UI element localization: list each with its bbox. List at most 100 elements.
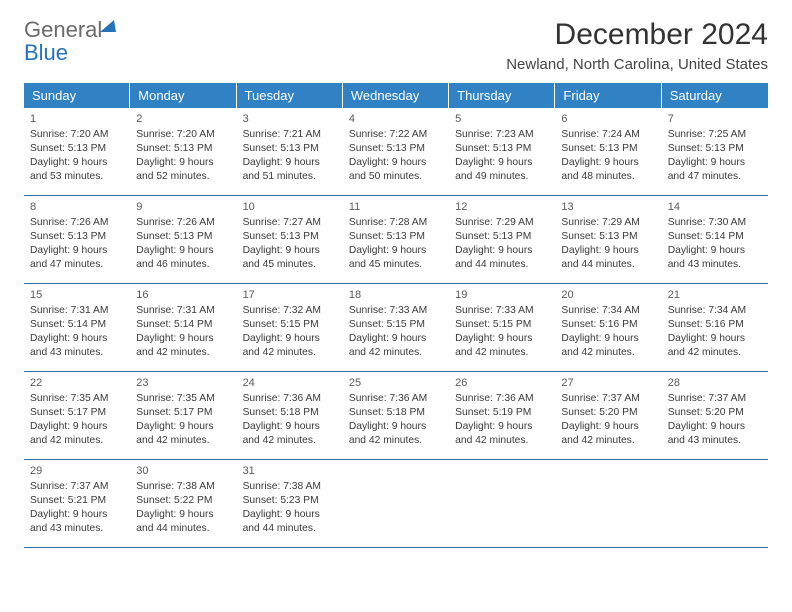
daylight-text-1: Daylight: 9 hours bbox=[349, 244, 443, 258]
day-number: 30 bbox=[136, 464, 230, 479]
daylight-text-1: Daylight: 9 hours bbox=[243, 244, 337, 258]
sunset-text: Sunset: 5:21 PM bbox=[30, 494, 124, 508]
daylight-text-2: and 49 minutes. bbox=[455, 170, 549, 184]
daylight-text-2: and 44 minutes. bbox=[136, 522, 230, 536]
sunset-text: Sunset: 5:15 PM bbox=[243, 318, 337, 332]
daylight-text-1: Daylight: 9 hours bbox=[455, 332, 549, 346]
sunset-text: Sunset: 5:13 PM bbox=[136, 142, 230, 156]
sunset-text: Sunset: 5:20 PM bbox=[668, 406, 762, 420]
day-number: 16 bbox=[136, 288, 230, 303]
daylight-text-1: Daylight: 9 hours bbox=[349, 156, 443, 170]
daylight-text-1: Daylight: 9 hours bbox=[136, 508, 230, 522]
day-number: 7 bbox=[668, 112, 762, 127]
daylight-text-2: and 51 minutes. bbox=[243, 170, 337, 184]
daylight-text-1: Daylight: 9 hours bbox=[243, 156, 337, 170]
weekday-header-row: Sunday Monday Tuesday Wednesday Thursday… bbox=[24, 83, 768, 108]
daylight-text-2: and 42 minutes. bbox=[561, 434, 655, 448]
day-number: 22 bbox=[30, 376, 124, 391]
weekday-header: Sunday bbox=[24, 83, 130, 108]
calendar-cell: 23Sunrise: 7:35 AMSunset: 5:17 PMDayligh… bbox=[130, 372, 236, 460]
logo-word-1: General bbox=[24, 17, 102, 42]
daylight-text-2: and 42 minutes. bbox=[136, 434, 230, 448]
sunrise-text: Sunrise: 7:23 AM bbox=[455, 128, 549, 142]
day-number: 2 bbox=[136, 112, 230, 127]
calendar: Sunday Monday Tuesday Wednesday Thursday… bbox=[24, 83, 768, 548]
calendar-cell: 6Sunrise: 7:24 AMSunset: 5:13 PMDaylight… bbox=[555, 108, 661, 196]
daylight-text-2: and 44 minutes. bbox=[561, 258, 655, 272]
sunset-text: Sunset: 5:18 PM bbox=[349, 406, 443, 420]
sunset-text: Sunset: 5:13 PM bbox=[136, 230, 230, 244]
daylight-text-2: and 43 minutes. bbox=[30, 522, 124, 536]
daylight-text-2: and 44 minutes. bbox=[455, 258, 549, 272]
logo: General Blue bbox=[24, 18, 102, 64]
page-title: December 2024 bbox=[506, 18, 768, 52]
calendar-cell: 15Sunrise: 7:31 AMSunset: 5:14 PMDayligh… bbox=[24, 284, 130, 372]
daylight-text-2: and 42 minutes. bbox=[30, 434, 124, 448]
weekday-header: Saturday bbox=[662, 83, 768, 108]
day-number: 8 bbox=[30, 200, 124, 215]
daylight-text-1: Daylight: 9 hours bbox=[668, 156, 762, 170]
day-number: 3 bbox=[243, 112, 337, 127]
sunset-text: Sunset: 5:13 PM bbox=[243, 230, 337, 244]
day-number: 6 bbox=[561, 112, 655, 127]
daylight-text-1: Daylight: 9 hours bbox=[136, 156, 230, 170]
sunrise-text: Sunrise: 7:20 AM bbox=[136, 128, 230, 142]
sunset-text: Sunset: 5:13 PM bbox=[30, 142, 124, 156]
calendar-cell: 11Sunrise: 7:28 AMSunset: 5:13 PMDayligh… bbox=[343, 196, 449, 284]
daylight-text-2: and 42 minutes. bbox=[455, 346, 549, 360]
calendar-cell: 10Sunrise: 7:27 AMSunset: 5:13 PMDayligh… bbox=[237, 196, 343, 284]
sunset-text: Sunset: 5:15 PM bbox=[455, 318, 549, 332]
calendar-cell: 17Sunrise: 7:32 AMSunset: 5:15 PMDayligh… bbox=[237, 284, 343, 372]
sunrise-text: Sunrise: 7:38 AM bbox=[243, 480, 337, 494]
sunrise-text: Sunrise: 7:24 AM bbox=[561, 128, 655, 142]
daylight-text-2: and 53 minutes. bbox=[30, 170, 124, 184]
calendar-body: 1Sunrise: 7:20 AMSunset: 5:13 PMDaylight… bbox=[24, 108, 768, 548]
sunrise-text: Sunrise: 7:26 AM bbox=[136, 216, 230, 230]
daylight-text-1: Daylight: 9 hours bbox=[455, 156, 549, 170]
daylight-text-2: and 47 minutes. bbox=[30, 258, 124, 272]
daylight-text-2: and 42 minutes. bbox=[668, 346, 762, 360]
daylight-text-2: and 46 minutes. bbox=[136, 258, 230, 272]
sunrise-text: Sunrise: 7:34 AM bbox=[668, 304, 762, 318]
daylight-text-1: Daylight: 9 hours bbox=[349, 420, 443, 434]
daylight-text-2: and 42 minutes. bbox=[561, 346, 655, 360]
day-number: 21 bbox=[668, 288, 762, 303]
calendar-cell: 7Sunrise: 7:25 AMSunset: 5:13 PMDaylight… bbox=[662, 108, 768, 196]
sunset-text: Sunset: 5:23 PM bbox=[243, 494, 337, 508]
day-number: 19 bbox=[455, 288, 549, 303]
page-subtitle: Newland, North Carolina, United States bbox=[506, 56, 768, 73]
daylight-text-2: and 45 minutes. bbox=[349, 258, 443, 272]
day-number: 18 bbox=[349, 288, 443, 303]
day-number: 26 bbox=[455, 376, 549, 391]
page-header: General Blue December 2024 Newland, Nort… bbox=[24, 18, 768, 73]
sunrise-text: Sunrise: 7:28 AM bbox=[349, 216, 443, 230]
calendar-cell: 30Sunrise: 7:38 AMSunset: 5:22 PMDayligh… bbox=[130, 460, 236, 548]
sunset-text: Sunset: 5:17 PM bbox=[30, 406, 124, 420]
calendar-cell: 16Sunrise: 7:31 AMSunset: 5:14 PMDayligh… bbox=[130, 284, 236, 372]
day-number: 15 bbox=[30, 288, 124, 303]
sunset-text: Sunset: 5:13 PM bbox=[561, 230, 655, 244]
sunrise-text: Sunrise: 7:25 AM bbox=[668, 128, 762, 142]
day-number: 20 bbox=[561, 288, 655, 303]
sunrise-text: Sunrise: 7:26 AM bbox=[30, 216, 124, 230]
daylight-text-1: Daylight: 9 hours bbox=[243, 508, 337, 522]
sunset-text: Sunset: 5:13 PM bbox=[30, 230, 124, 244]
day-number: 27 bbox=[561, 376, 655, 391]
sunrise-text: Sunrise: 7:37 AM bbox=[668, 392, 762, 406]
daylight-text-1: Daylight: 9 hours bbox=[349, 332, 443, 346]
day-number: 17 bbox=[243, 288, 337, 303]
sunset-text: Sunset: 5:13 PM bbox=[349, 142, 443, 156]
day-number: 29 bbox=[30, 464, 124, 479]
daylight-text-2: and 42 minutes. bbox=[349, 346, 443, 360]
daylight-text-2: and 44 minutes. bbox=[243, 522, 337, 536]
daylight-text-2: and 45 minutes. bbox=[243, 258, 337, 272]
calendar-cell: 27Sunrise: 7:37 AMSunset: 5:20 PMDayligh… bbox=[555, 372, 661, 460]
sunrise-text: Sunrise: 7:36 AM bbox=[243, 392, 337, 406]
calendar-cell: 4Sunrise: 7:22 AMSunset: 5:13 PMDaylight… bbox=[343, 108, 449, 196]
sunset-text: Sunset: 5:16 PM bbox=[668, 318, 762, 332]
day-number: 24 bbox=[243, 376, 337, 391]
sunset-text: Sunset: 5:15 PM bbox=[349, 318, 443, 332]
weekday-header: Thursday bbox=[449, 83, 555, 108]
sunset-text: Sunset: 5:14 PM bbox=[668, 230, 762, 244]
calendar-cell: 14Sunrise: 7:30 AMSunset: 5:14 PMDayligh… bbox=[662, 196, 768, 284]
